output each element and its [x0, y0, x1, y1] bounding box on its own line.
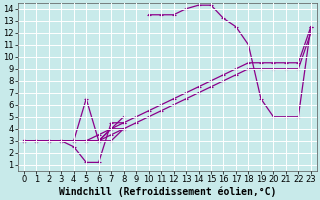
X-axis label: Windchill (Refroidissement éolien,°C): Windchill (Refroidissement éolien,°C) [59, 187, 276, 197]
